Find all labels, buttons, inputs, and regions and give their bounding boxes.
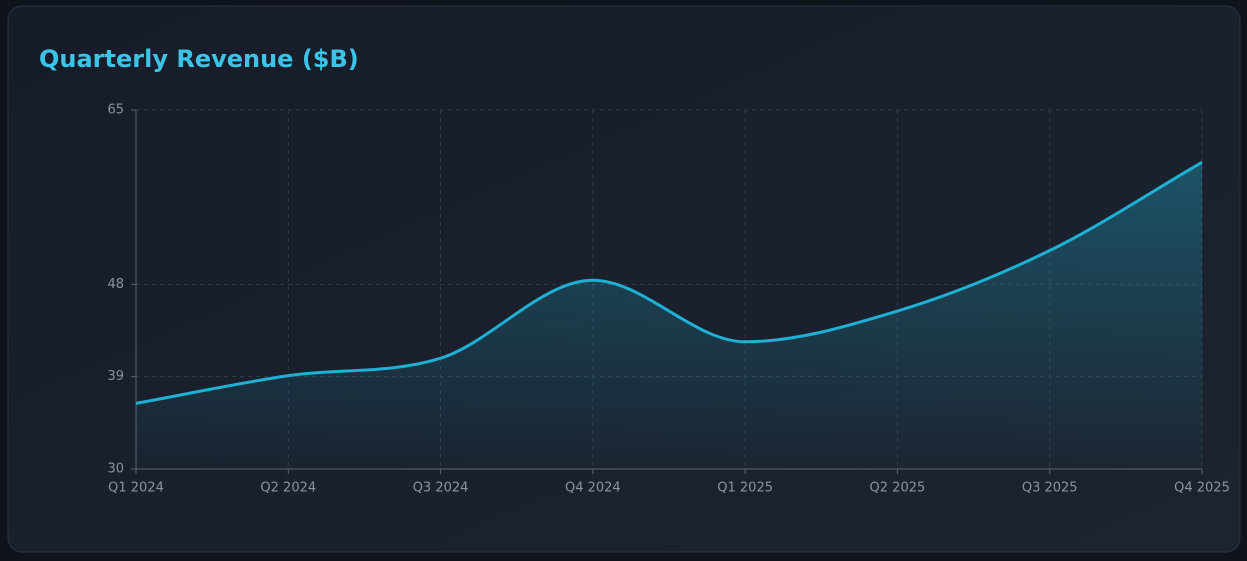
x-tick-label: Q3 2024	[413, 481, 469, 496]
chart-title: Quarterly Revenue ($B)	[39, 45, 359, 73]
x-tick-label: Q3 2025	[1022, 481, 1078, 496]
y-tick-label: 65	[107, 103, 124, 118]
x-tick-label: Q1 2025	[717, 481, 773, 496]
x-tick-label: Q4 2024	[565, 481, 621, 496]
area	[136, 162, 1202, 469]
y-tick-label: 39	[107, 369, 124, 384]
y-tick-label: 48	[107, 277, 124, 292]
x-tick-label: Q2 2024	[260, 481, 316, 496]
line	[135, 161, 1203, 405]
x-tick-label: Q1 2024	[108, 481, 164, 496]
x-tick-label: Q2 2025	[870, 481, 926, 496]
x-tick-label: Q4 2025	[1174, 481, 1230, 496]
y-tick-label: 30	[107, 462, 124, 477]
